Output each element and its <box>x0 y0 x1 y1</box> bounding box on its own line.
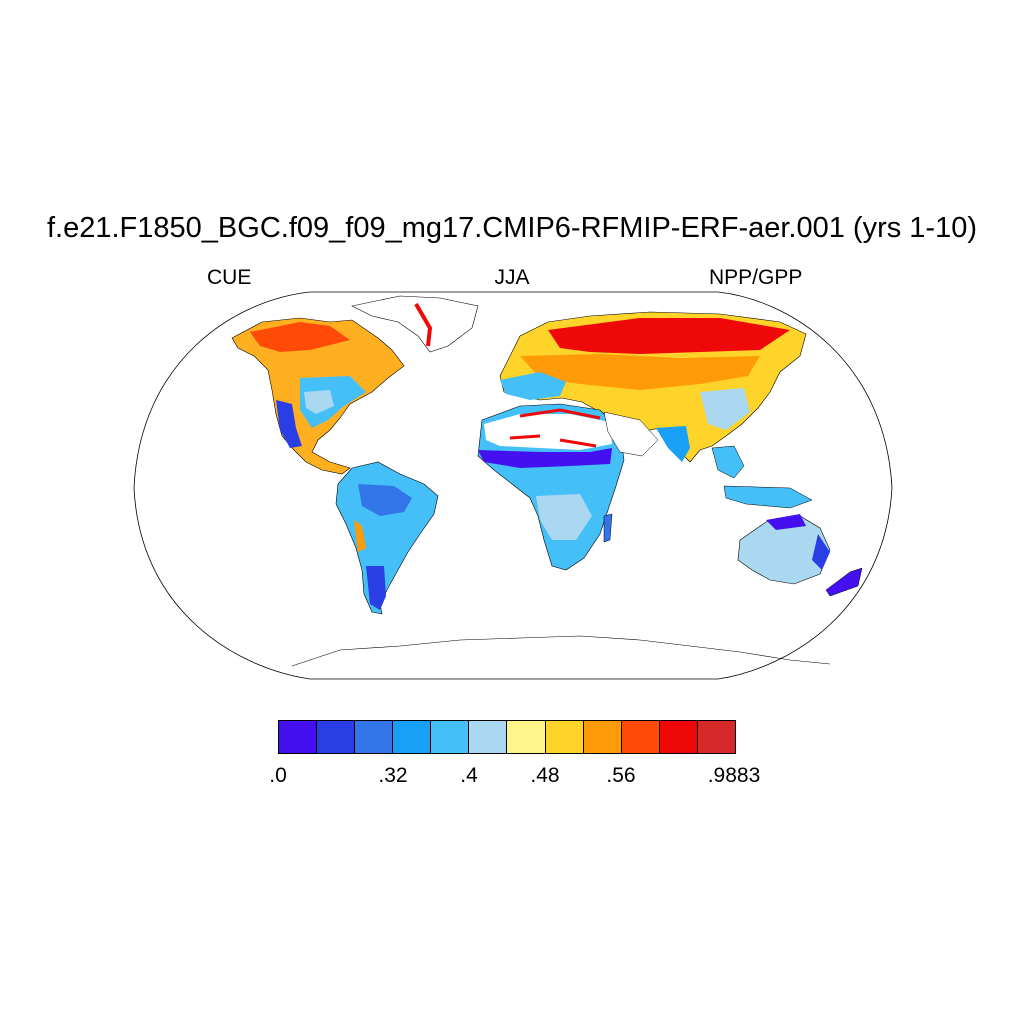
europe-blue <box>500 372 566 400</box>
colorbar-bin-3 <box>355 721 394 753</box>
madagascar <box>603 513 613 543</box>
indonesia <box>723 485 813 509</box>
australia-east <box>812 534 830 570</box>
variable-label: CUE <box>207 266 252 289</box>
colorbar-label: .4 <box>460 764 478 787</box>
siberia-red <box>548 318 790 354</box>
colorbar-bin-7 <box>507 721 546 753</box>
sa-amazon <box>358 484 412 516</box>
colorbar-label: .48 <box>530 764 560 787</box>
colorbar-bin-2 <box>317 721 356 753</box>
australia-blue-coast <box>766 514 806 530</box>
eurasia-orange <box>520 354 760 390</box>
season-label: JJA <box>494 266 530 289</box>
colorbar-bin-11 <box>659 721 698 753</box>
colorbar-label: .56 <box>606 764 636 787</box>
arabia <box>603 411 659 457</box>
se-asia <box>711 445 745 479</box>
plot-title: f.e21.F1850_BGC.f09_f09_mg17.CMIP6-RFMIP… <box>47 212 977 244</box>
colorbar-label: .9883 <box>707 764 761 787</box>
africa-light <box>536 494 592 540</box>
colorbar-bin-10 <box>621 721 660 753</box>
colorbar <box>278 720 736 754</box>
sahara-red-band <box>519 408 601 420</box>
na-west-blue <box>276 400 302 448</box>
na-north-red <box>250 322 350 352</box>
sa-south <box>366 566 386 610</box>
colorbar-bin-12 <box>697 721 735 753</box>
colorbar-label: .0 <box>269 764 287 787</box>
sahara-red-band-2 <box>509 434 597 448</box>
new-zealand <box>825 567 863 597</box>
colorbar-bin-5 <box>431 721 470 753</box>
sahara-white <box>484 414 612 450</box>
colorbar-label: .32 <box>378 764 408 787</box>
colorbar-bin-9 <box>583 721 622 753</box>
antarctica <box>291 635 831 667</box>
colorbar-bin-4 <box>393 721 432 753</box>
greenland-coast <box>414 302 433 347</box>
colorbar-bin-6 <box>469 721 508 753</box>
colorbar-bin-8 <box>545 721 584 753</box>
india-blue <box>656 426 690 462</box>
colorbar-bin-1 <box>279 721 318 753</box>
na-central-light <box>304 390 334 414</box>
greenland <box>351 295 479 353</box>
china-light <box>700 388 750 430</box>
units-label: NPP/GPP <box>709 266 803 289</box>
sa-andes <box>354 520 366 552</box>
sahel-blue <box>478 448 612 468</box>
